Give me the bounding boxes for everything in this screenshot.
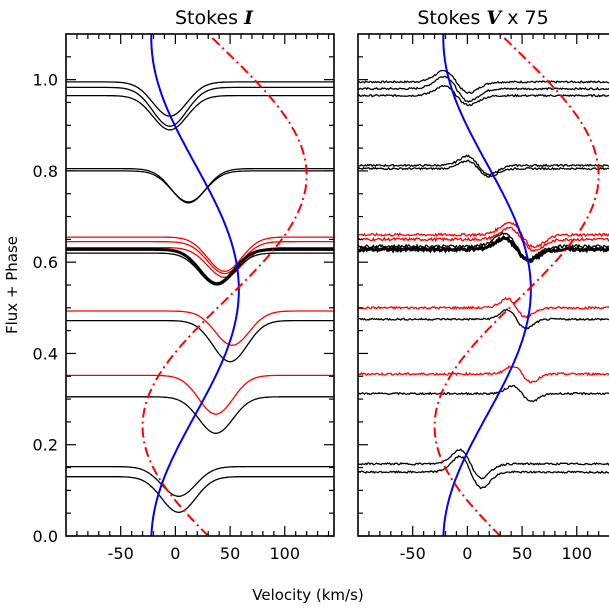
x-tick-label: 0 [462,544,472,563]
profile-line-15 [66,476,334,513]
x-tick-label: 100 [562,544,593,563]
profile-line-2 [358,84,609,107]
profile-line-5 [66,236,334,272]
y-axis-label: Flux + Phase [3,236,21,334]
x-tick-label: 0 [170,544,180,563]
profile-line-6 [66,240,334,275]
profile-line-1 [358,75,609,104]
profile-line-14 [358,455,609,490]
profile-line-0 [66,81,334,117]
profile-line-12 [358,384,609,403]
velocity-curve-blue [150,34,240,536]
velocity-curve-blue [442,34,532,536]
profile-line-10 [358,308,609,331]
profile-line-10 [66,310,334,346]
x-tick-label: 50 [512,544,532,563]
x-tick-label: 100 [270,544,301,563]
profile-line-9 [66,252,334,286]
x-tick-label: -50 [400,544,426,563]
panel-title-stokes-i: Stokes I [175,7,254,29]
profile-line-11 [66,319,334,363]
profile-line-4 [66,170,334,203]
velocity-curve-red-dashed [433,34,600,536]
x-tick-label: -50 [108,544,134,563]
profile-line-12 [66,374,334,415]
x-axis-label: Velocity (km/s) [252,586,363,604]
profile-line-7 [358,231,609,261]
y-tick-label: 0.0 [33,527,58,546]
y-tick-label: 0.8 [33,162,58,181]
panel-title-stokes-v: Stokes V x 75 [417,7,548,29]
panel-frame-left [65,33,335,537]
profile-line-5 [358,221,609,249]
x-tick-label: 50 [220,544,240,563]
y-tick-label: 1.0 [33,71,58,90]
y-tick-label: 0.2 [33,436,58,455]
profile-line-4 [358,159,609,178]
profile-line-14 [66,465,334,497]
y-tick-label: 0.6 [33,253,58,272]
profile-line-6 [358,226,609,253]
profile-line-9 [358,296,609,319]
profile-line-7 [66,246,334,278]
y-tick-label: 0.4 [33,344,58,363]
profile-line-2 [66,94,334,131]
panel-stokes-i: Stokes I -50 0 50 100 0.0 0.2 0.4 0.6 0.8 1.0 [33,7,335,563]
profile-line-13 [358,448,609,480]
panel-stokes-v: Stokes V x 75 -50 0 50 100 [357,7,609,563]
profile-line-0 [358,69,609,95]
profile-line-13 [66,396,334,434]
profile-line-8 [66,247,334,286]
profile-line-1 [66,86,334,127]
profile-line-8 [358,235,609,264]
velocity-curve-red-dashed [141,34,308,536]
profile-line-11 [358,365,609,384]
panel-frame-right [357,33,609,537]
